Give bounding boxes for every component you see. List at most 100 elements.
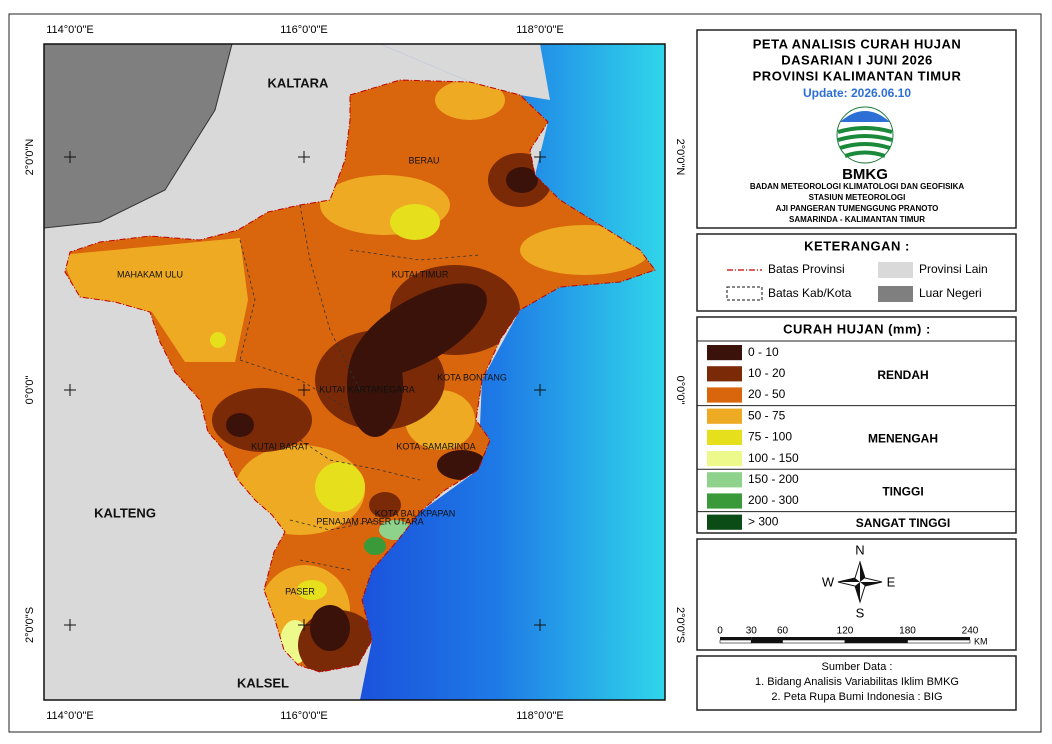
- scale-segment: [751, 637, 783, 640]
- scale-label: 180: [899, 626, 916, 637]
- region-label: BERAU: [408, 155, 439, 165]
- page-frame: [8, 13, 1042, 733]
- rainfall-legend-box: [696, 316, 1017, 534]
- compass-s: S: [856, 605, 865, 620]
- region-label: PASER: [285, 586, 315, 596]
- logo-text: BMKG: [842, 166, 888, 183]
- coordinates: 114°0'0"E 116°0'0"E 118°0'0"E 114°0'0"E …: [24, 24, 686, 722]
- group-label: SANGAT TINGGI: [856, 516, 950, 530]
- region-label: KOTA BALIKPAPAN: [375, 508, 456, 518]
- coord-label: 0°0'0": [24, 376, 36, 405]
- kaltara: [380, 44, 550, 100]
- region-label: PENAJAM PASER UTARA: [316, 516, 423, 526]
- title-line: DASARIAN I JUNI 2026: [781, 52, 933, 67]
- legend-symbol: [878, 286, 913, 302]
- scale-segment: [750, 639, 783, 644]
- region-label: KUTAI KARTANEGARA: [319, 384, 415, 394]
- source-line: 2. Peta Rupa Bumi Indonesia : BIG: [771, 691, 942, 703]
- compass-box: [696, 538, 1017, 651]
- class-label: 100 - 150: [748, 451, 799, 465]
- class-label: 50 - 75: [748, 408, 786, 422]
- legend-item: Batas Kab/Kota: [768, 286, 852, 300]
- class-label: 0 - 10: [748, 345, 779, 359]
- group-label: TINGGI: [882, 485, 923, 499]
- coord-label: 116°0'0"E: [280, 24, 328, 36]
- scale-label: 120: [837, 626, 854, 637]
- region-label: MAHAKAM ULU: [117, 269, 183, 279]
- legend-item: Provinsi Lain: [919, 262, 988, 276]
- class-swatch: [707, 451, 742, 467]
- scale-segment: [719, 639, 752, 644]
- source-line: 1. Bidang Analisis Variabilitas Iklim BM…: [755, 676, 959, 688]
- group-label: MENENGAH: [868, 432, 938, 446]
- rainfall-classes: 0 - 10 10 - 20 20 - 50 50 - 75 75 - 100 100 -…: [697, 340, 1016, 530]
- coord-label: 118°0'0"E: [516, 710, 564, 722]
- group-label: RENDAH: [877, 368, 928, 382]
- scale-segment: [782, 639, 846, 644]
- coord-label: 2°0'0"N: [24, 139, 36, 176]
- class-swatch: [707, 387, 742, 403]
- compass: [837, 560, 883, 604]
- scale-segment: [782, 637, 845, 640]
- coord-label: 2°0'0"S: [24, 607, 36, 643]
- scale-label: 0: [717, 626, 723, 637]
- regency-boundary: [239, 204, 481, 571]
- region-label: KALTENG: [94, 505, 156, 520]
- class-swatch: [707, 493, 742, 509]
- legend-symbol: [878, 262, 913, 278]
- scale-unit: KM: [974, 636, 988, 646]
- class-label: 10 - 20: [748, 366, 786, 380]
- legend-item: Batas Provinsi: [768, 262, 845, 276]
- bmkg-logo: [836, 106, 894, 164]
- map: KALTARA KALTENG KALSEL BERAU MAHAKAM ULU…: [44, 44, 665, 700]
- scale-segment: [907, 637, 970, 640]
- region-label: KOTA BONTANG: [437, 372, 507, 382]
- sea: [360, 44, 665, 700]
- compass-w: W: [822, 574, 835, 589]
- region-label: KALSEL: [237, 675, 289, 690]
- scale-segment: [845, 637, 908, 640]
- agency-line: SAMARINDA - KALIMANTAN TIMUR: [789, 215, 925, 224]
- class-swatch: [707, 429, 742, 445]
- foreign-country: [44, 44, 233, 229]
- class-swatch: [707, 345, 742, 361]
- map-frame: [43, 43, 666, 701]
- region-label: KUTAI BARAT: [251, 441, 309, 451]
- class-label: 75 - 100: [748, 430, 792, 444]
- update-date: Update: 2026.06.10: [803, 86, 911, 100]
- scale-segment: [907, 639, 971, 644]
- source-box: [696, 655, 1017, 711]
- coord-label: 2°0'0"N: [674, 139, 686, 176]
- class-swatch: [707, 408, 742, 424]
- legend-item: Luar Negeri: [919, 286, 982, 300]
- coord-label: 0°0'0": [674, 376, 686, 405]
- scale-label: 30: [746, 626, 758, 637]
- coord-label: 114°0'0"E: [46, 24, 94, 36]
- class-swatch: [707, 366, 742, 382]
- region-label: KOTA SAMARINDA: [396, 441, 475, 451]
- rainfall-legend-title: CURAH HUJAN (mm) :: [783, 321, 931, 336]
- agency-line: AJI PANGERAN TUMENGGUNG PRANOTO: [776, 204, 939, 213]
- coord-label: 116°0'0"E: [280, 710, 328, 722]
- coord-label: 2°0'0"S: [674, 607, 686, 643]
- class-label: > 300: [748, 514, 779, 528]
- agency-line: STASIUN METEOROLOGI: [809, 193, 906, 202]
- legend-title: KETERANGAN :: [804, 238, 910, 253]
- graticule: [64, 151, 546, 631]
- scale-label: 240: [962, 626, 979, 637]
- region-label: KUTAI TIMUR: [392, 269, 449, 279]
- coord-label: 118°0'0"E: [516, 24, 564, 36]
- scale-label: 60: [777, 626, 789, 637]
- scale-segment: [844, 639, 908, 644]
- legend-symbol: [726, 286, 763, 301]
- class-label: 200 - 300: [748, 493, 799, 507]
- scale-segment: [720, 637, 752, 640]
- source-title: Sumber Data :: [822, 661, 893, 673]
- class-label: 150 - 200: [748, 472, 799, 486]
- title-line: PETA ANALISIS CURAH HUJAN: [753, 36, 961, 51]
- compass-n: N: [855, 542, 864, 557]
- agency-line: BADAN METEOROLOGI KLIMATOLOGI DAN GEOFIS…: [750, 182, 965, 191]
- region-label: KALTARA: [268, 75, 330, 90]
